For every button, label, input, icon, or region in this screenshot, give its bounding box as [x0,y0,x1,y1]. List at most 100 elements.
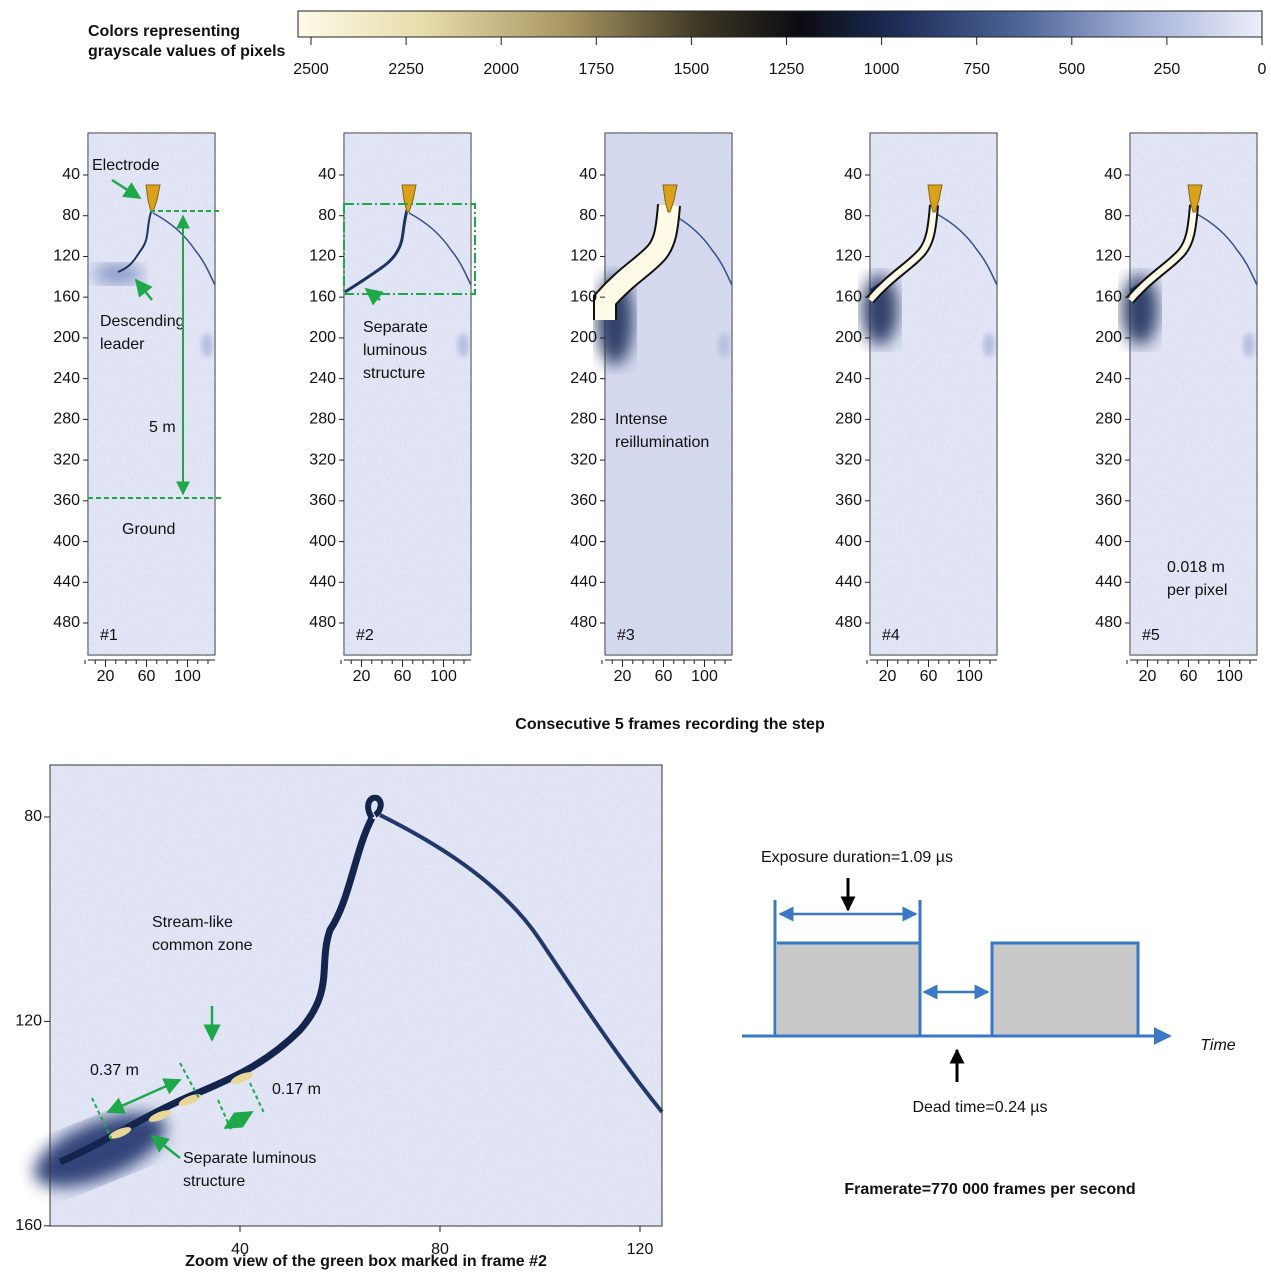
y-tick-label: 40 [844,166,862,183]
y-tick-label: 240 [570,370,597,387]
y-tick-label: 40 [62,166,80,183]
caption: Consecutive 5 frames recording the step [515,716,825,733]
y-tick-label: 360 [835,492,862,509]
faint-blob [201,333,213,357]
y-tick-label: 160 [53,288,80,305]
annotation: Electrode [92,157,160,174]
x-tick-label: 60 [920,668,938,685]
y-tick-label: 80 [844,207,862,224]
y-tick-label: 200 [835,329,862,346]
frame-panel: 2060100408012016020024028032036040044048… [835,133,997,685]
y-tick-label: 320 [570,451,597,468]
frame-label: #1 [100,627,118,644]
y-tick-label: 440 [309,573,336,590]
x-tick-label: 20 [879,668,897,685]
faint-blob [718,333,730,357]
colorbar-tick-label: 2000 [483,61,519,78]
colorbar-tick-label: 250 [1154,61,1181,78]
frame-label: #2 [356,627,374,644]
y-tick-label: 120 [570,248,597,265]
x-tick-label: 100 [691,668,718,685]
x-tick-label: 20 [614,668,632,685]
y-tick-label: 480 [53,614,80,631]
x-tick-label: 20 [353,668,371,685]
colorbar-tick-label: 750 [963,61,990,78]
y-tick-label: 240 [53,370,80,387]
dead-time-label: Dead time=0.24 µs [912,1099,1047,1116]
annotation: Intense [615,411,668,428]
y-tick-label: 80 [1104,207,1122,224]
x-tick-label: 60 [394,668,412,685]
colorbar-title: grayscale values of pixels [88,43,286,60]
annotation: 0.17 m [272,1081,321,1098]
y-tick-label: 160 [309,288,336,305]
annotation: luminous [363,342,427,359]
y-tick-label: 360 [53,492,80,509]
y-tick-label: 80 [62,207,80,224]
y-tick-label: 80 [318,207,336,224]
y-tick-label: 400 [309,533,336,550]
frame-label: #3 [617,627,635,644]
annotation: 0.018 m [1167,559,1225,576]
annotation: common zone [152,937,253,954]
frame-panel: 2060100408012016020024028032036040044048… [570,133,732,685]
annotation: 5 m [149,419,176,436]
annotation: Ground [122,521,175,538]
colorbar-tick-label: 1750 [579,61,615,78]
colorbar-tick-label: 2500 [293,61,329,78]
frame-label: #4 [882,627,900,644]
y-tick-label: 440 [1095,573,1122,590]
y-tick-label: 480 [309,614,336,631]
axis-label: Time [1200,1037,1236,1054]
y-tick-label: 240 [835,370,862,387]
y-tick-label: 80 [579,207,597,224]
y-tick-label: 200 [309,329,336,346]
y-tick-label: 480 [1095,614,1122,631]
exposure-label: Exposure duration=1.09 µs [761,849,953,866]
annotation: per pixel [1167,582,1227,599]
x-tick-label: 20 [97,668,115,685]
y-tick-label: 120 [309,248,336,265]
colorbar-title: Colors representing [88,23,240,40]
colorbar-tick-label: 1250 [769,61,805,78]
y-tick-label: 200 [570,329,597,346]
annotation: reillumination [615,434,709,451]
x-tick-label: 100 [1216,668,1243,685]
y-tick-label: 120 [15,1013,42,1030]
annotation: leader [100,336,145,353]
faint-blob [983,333,995,357]
exposure-box [992,943,1138,1036]
y-tick-label: 360 [309,492,336,509]
y-tick-label: 200 [53,329,80,346]
colorbar-tick-label: 1000 [864,61,900,78]
y-tick-label: 160 [570,288,597,305]
colorbar-tick-label: 1500 [674,61,710,78]
frame-panel: 2060100408012016020024028032036040044048… [1095,133,1257,685]
annotation: Stream-like [152,914,233,931]
x-tick-label: 60 [1180,668,1198,685]
y-tick-label: 400 [570,533,597,550]
y-tick-label: 40 [1104,166,1122,183]
y-tick-label: 400 [1095,533,1122,550]
y-tick-label: 320 [835,451,862,468]
y-tick-label: 120 [53,248,80,265]
x-tick-label: 100 [174,668,201,685]
x-tick-label: 60 [655,668,673,685]
annotation: 0.37 m [90,1062,139,1079]
x-tick-label: 120 [627,1241,654,1258]
y-tick-label: 280 [309,411,336,428]
y-tick-label: 360 [570,492,597,509]
x-tick-label: 100 [430,668,457,685]
annotation: Descending [100,313,185,330]
faint-blob [1243,333,1255,357]
y-tick-label: 360 [1095,492,1122,509]
y-tick-label: 280 [53,411,80,428]
y-tick-label: 320 [1095,451,1122,468]
y-tick-label: 400 [53,533,80,550]
colorbar-tick-label: 2250 [388,61,424,78]
y-tick-label: 440 [835,573,862,590]
caption: Zoom view of the green box marked in fra… [185,1253,547,1270]
y-tick-label: 440 [53,573,80,590]
annotation: Separate luminous [183,1150,316,1167]
